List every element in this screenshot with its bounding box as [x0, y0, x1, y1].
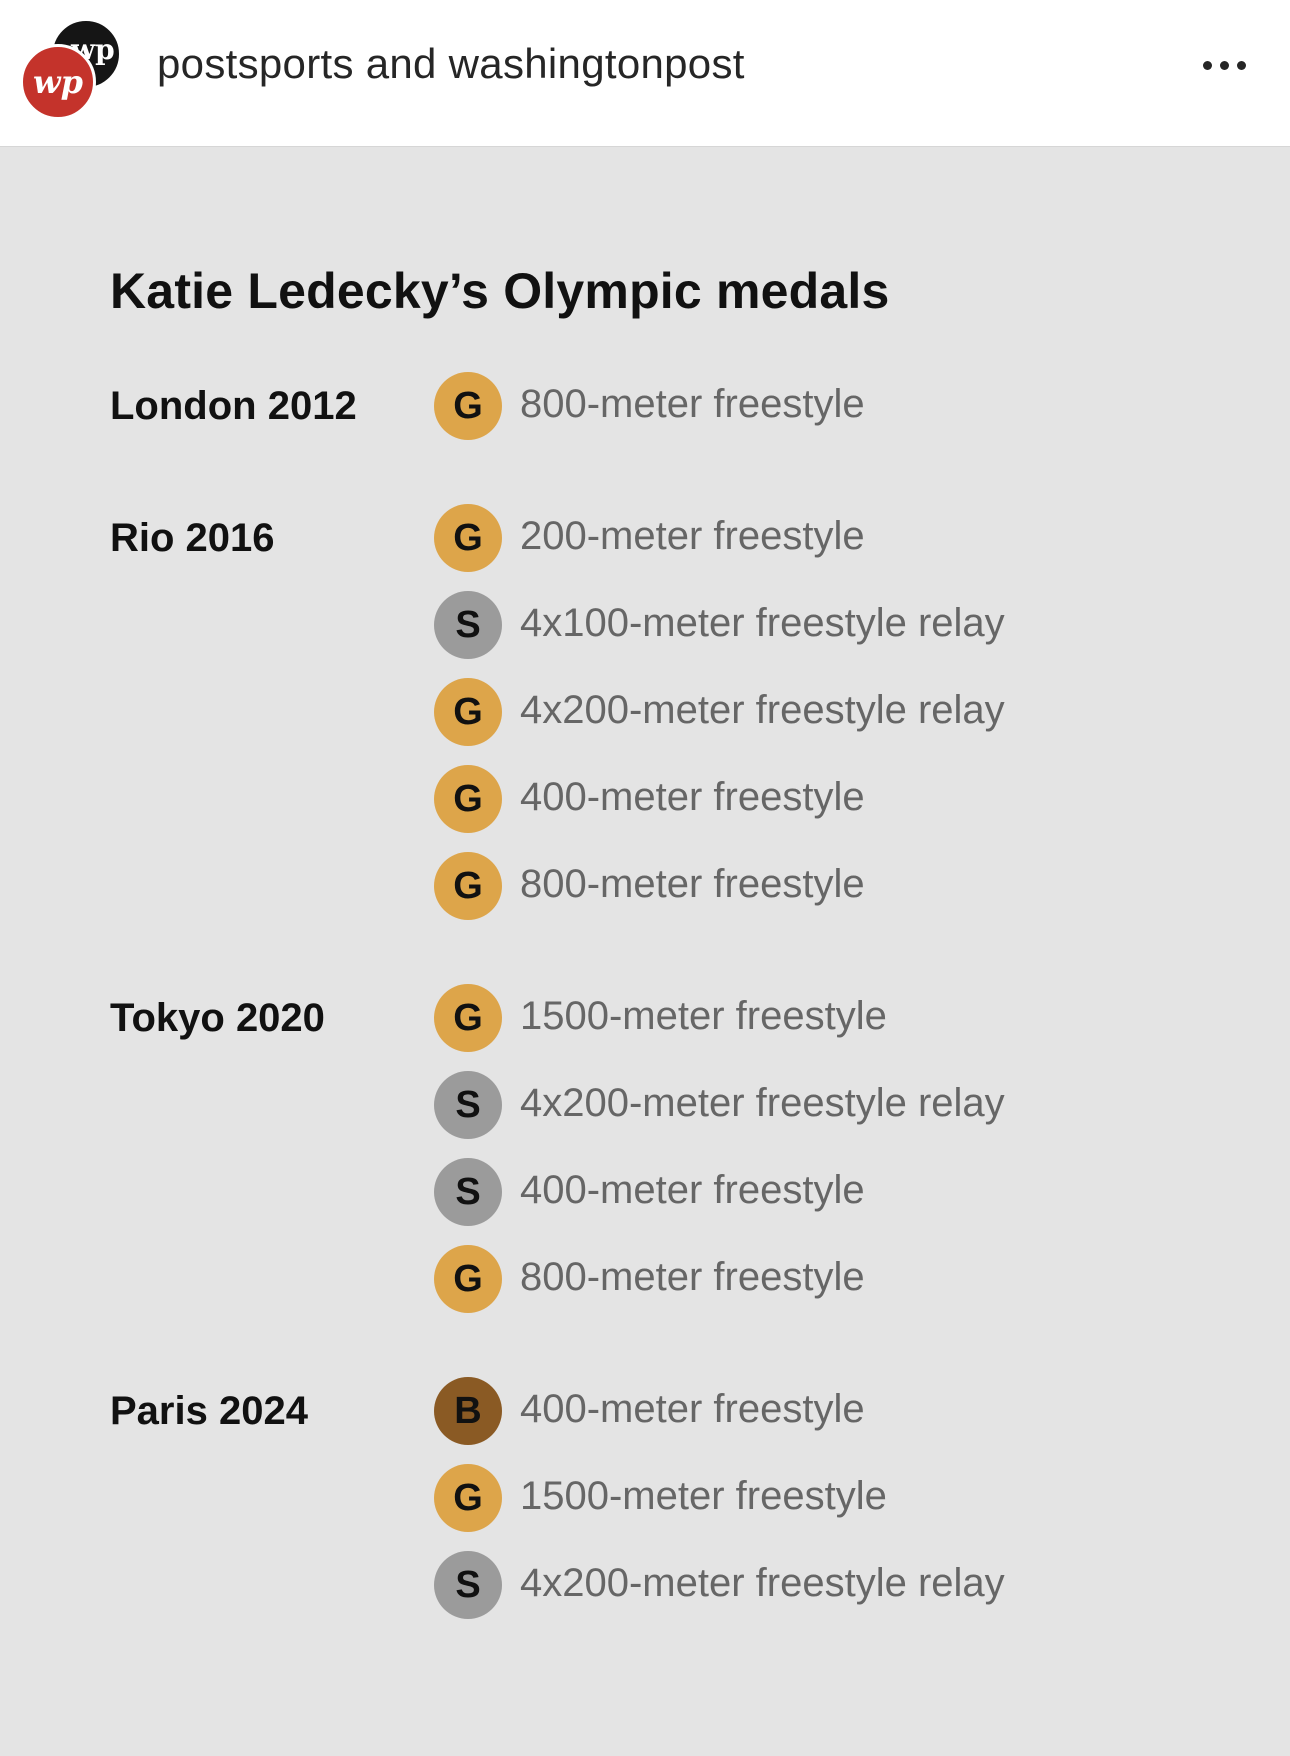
medal-badge: G	[434, 1464, 502, 1532]
medal-badge: G	[434, 852, 502, 920]
medal-event: 1500-meter freestyle	[520, 1474, 887, 1518]
medal-event: 4x100-meter freestyle relay	[520, 601, 1005, 645]
medal-badge: S	[434, 1158, 502, 1226]
account-name[interactable]: postsports and washingtonpost	[157, 40, 745, 87]
post-header: wp wp postsports and washingtonpost	[0, 0, 1290, 147]
medal-event: 800-meter freestyle	[520, 862, 865, 906]
medal-badge: G	[434, 984, 502, 1052]
medal-event: 400-meter freestyle	[520, 1387, 865, 1431]
medal-event: 4x200-meter freestyle relay	[520, 688, 1005, 732]
more-options-icon[interactable]	[1196, 50, 1252, 80]
medal-event: 200-meter freestyle	[520, 514, 865, 558]
medal-badge: B	[434, 1377, 502, 1445]
game-label: Paris 2024	[110, 1389, 308, 1433]
medal-badge: G	[434, 765, 502, 833]
medal-event: 400-meter freestyle	[520, 775, 865, 819]
graphic-title: Katie Ledecky’s Olympic medals	[110, 263, 890, 319]
game-label: Rio 2016	[110, 516, 275, 560]
medal-badge: S	[434, 591, 502, 659]
medal-badge: S	[434, 1551, 502, 1619]
game-label: London 2012	[110, 384, 357, 428]
medal-event: 1500-meter freestyle	[520, 994, 887, 1038]
medal-badge: G	[434, 504, 502, 572]
medal-event: 4x200-meter freestyle relay	[520, 1561, 1005, 1605]
medal-badge: G	[434, 1245, 502, 1313]
medal-badge: G	[434, 678, 502, 746]
medal-event: 4x200-meter freestyle relay	[520, 1081, 1005, 1125]
postsports-avatar[interactable]: wp	[20, 44, 96, 120]
game-label: Tokyo 2020	[110, 996, 325, 1040]
medal-badge: G	[434, 372, 502, 440]
medal-badge: S	[434, 1071, 502, 1139]
medal-event: 800-meter freestyle	[520, 1255, 865, 1299]
medal-event: 400-meter freestyle	[520, 1168, 865, 1212]
medal-event: 800-meter freestyle	[520, 382, 865, 426]
